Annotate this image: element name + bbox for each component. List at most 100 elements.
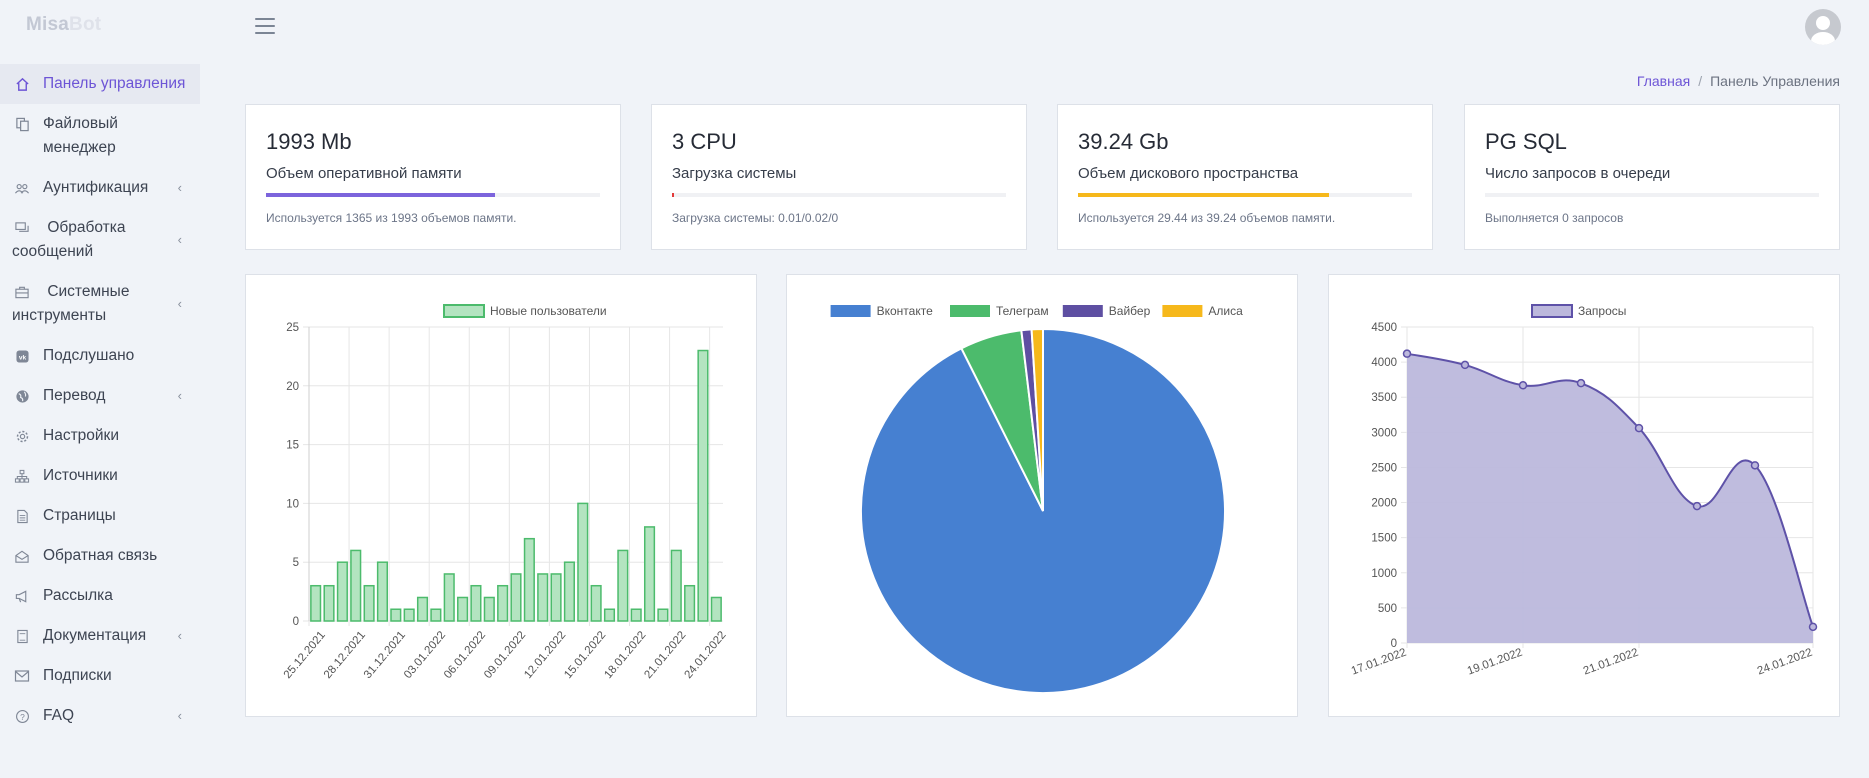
breadcrumb-home-link[interactable]: Главная [1636,73,1691,89]
pie-slice [1030,327,1044,512]
data-point [1634,423,1644,433]
y-tick-label: 2000 [1371,498,1397,510]
sidebar-item-documentation[interactable]: Документация ‹ [0,616,200,656]
book-icon [12,624,32,648]
sidebar-item-label: Подписки [43,667,112,684]
stat-card-queue: PG SQL Число запросов в очереди Выполняе… [1464,104,1840,250]
y-tick-label: 4500 [1371,322,1397,334]
sidebar: Панель управления Файловый менеджер Аунт… [0,64,200,736]
bar [630,608,642,622]
sidebar-item-label: Файловый менеджер [43,115,118,156]
feedback-icon [12,544,32,568]
y-tick-label: 1000 [1371,568,1397,580]
bar [657,608,669,622]
bar [390,608,402,622]
bar [643,526,656,622]
stat-label: Загрузка системы [672,165,797,182]
sidebar-item-label: Перевод [43,387,106,404]
legend-swatch [443,304,485,318]
requests-area-chart: Запросы 0 500 1000 1500 2000 2500 3000 3500 4000 4… [1350,304,1818,678]
stat-label: Объем дискового пространства [1078,165,1299,182]
sitemap-icon [12,464,32,488]
gear-icon [12,424,32,448]
avatar-icon [1811,16,1835,45]
y-tick-label: 10 [286,498,299,510]
legend-label: Телеграм [996,304,1049,318]
bar [323,584,335,622]
data-point [1576,378,1586,388]
sidebar-item-file-manager[interactable]: Файловый менеджер [0,104,200,168]
y-tick-label: 4000 [1371,357,1397,369]
y-tick-label: 0 [293,616,299,628]
stat-note: Используется 29.44 из 39.24 объемов памя… [1078,211,1336,225]
bar [590,584,602,622]
vk-icon: vk [12,344,32,368]
stat-progress-track [266,193,600,197]
sidebar-item-feedback[interactable]: Обратная связь [0,536,200,576]
menu-toggle-icon[interactable] [255,18,275,34]
legend-label: Алиса [1208,304,1243,318]
y-tick-label: 0 [1391,638,1397,650]
stat-card-cpu: 3 CPU Загрузка системы Загрузка системы:… [651,104,1027,250]
data-point [1460,360,1470,370]
sidebar-item-label: Документация [43,627,147,644]
area-fill [1407,353,1813,643]
stat-value: 39.24 Gb [1078,129,1169,154]
sidebar-item-mailing[interactable]: Рассылка [0,576,200,616]
globe-icon [12,384,32,408]
chevron-left-icon: ‹ [177,388,182,403]
brand-name-part2: Bot [69,14,102,35]
x-tick-label: 21.01.2022 [1582,647,1640,678]
y-tick-label: 2500 [1371,462,1397,474]
stat-value: 1993 Mb [266,129,352,154]
home-icon [12,72,32,96]
sidebar-item-label: Обратная связь [43,547,158,564]
sidebar-item-label: Источники [43,467,118,484]
chevron-left-icon: ‹ [177,180,182,195]
breadcrumb: Главная / Панель Управления [1637,73,1840,89]
toolbox-icon [12,280,32,304]
y-tick-label: 15 [286,440,299,452]
x-tick-label: 17.01.2022 [1350,647,1408,678]
sidebar-item-label: Системные инструменты [12,283,130,324]
sidebar-item-system-tools[interactable]: Системные инструменты ‹ [0,272,200,336]
chevron-left-icon: ‹ [177,296,182,311]
stat-card-disk: 39.24 Gb Объем дискового пространства Ис… [1057,104,1433,250]
bar [523,537,535,622]
mail-icon [12,664,32,688]
sidebar-item-label: Аунтификация [43,179,149,196]
bar [363,584,375,622]
stat-label: Число запросов в очереди [1485,165,1671,182]
sidebar-item-settings[interactable]: Настройки [0,416,200,456]
legend-label: Новые пользователи [490,304,607,318]
sidebar-item-pages[interactable]: Страницы [0,496,200,536]
y-tick-label: 3500 [1371,392,1397,404]
user-avatar[interactable] [1805,9,1841,45]
legend-swatch [1531,304,1573,318]
bar [577,502,589,622]
bar [510,573,522,622]
chevron-left-icon: ‹ [177,628,182,643]
sidebar-item-messages[interactable]: Обработка сообщений ‹ [0,208,200,272]
bar [483,596,495,622]
bar [336,561,348,622]
brand-logo[interactable]: MisaBot [26,14,101,36]
stat-value: PG SQL [1485,129,1567,154]
legend-swatch [950,305,990,317]
sidebar-item-translation[interactable]: Перевод ‹ [0,376,200,416]
bar [697,349,709,622]
stat-progress-track [672,193,1006,197]
bar [416,596,429,622]
sidebar-item-dashboard[interactable]: Панель управления [0,64,200,104]
megaphone-icon [12,584,32,608]
breadcrumb-separator: / [1698,73,1703,89]
stat-progress-fill [266,193,495,197]
sidebar-item-faq[interactable]: ? FAQ ‹ [0,696,200,736]
bar [710,596,722,622]
svg-text:?: ? [20,711,25,721]
sidebar-item-auth[interactable]: Аунтификация ‹ [0,168,200,208]
sidebar-item-subscriptions[interactable]: Подписки [0,656,200,696]
sidebar-item-overheard[interactable]: vk Подслушано [0,336,200,376]
chart-card-new-users: Новые пользователи 0 5 10 15 20 25 25.12.2021 28… [245,274,757,717]
sidebar-item-sources[interactable]: Источники [0,456,200,496]
